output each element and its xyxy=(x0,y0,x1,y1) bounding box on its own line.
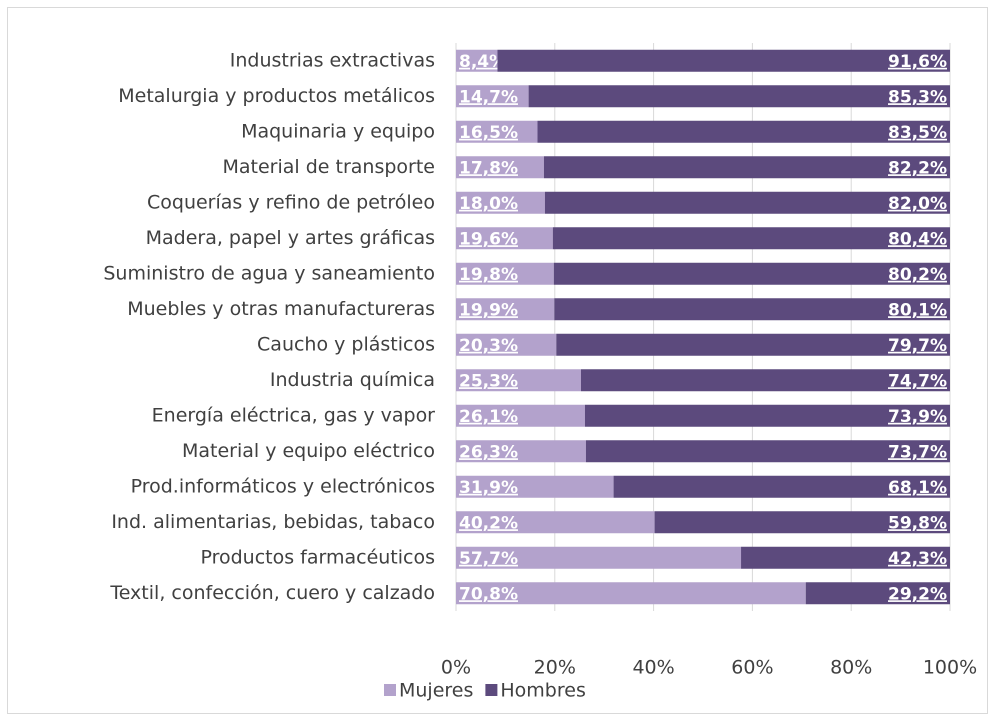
data-label: 14,7% xyxy=(459,87,518,107)
data-label: 80,4% xyxy=(888,229,947,249)
bar-segment xyxy=(805,582,950,605)
bar-segment xyxy=(456,440,586,463)
bar-segment xyxy=(456,298,555,321)
bar-segment xyxy=(456,404,585,427)
data-label: 42,3% xyxy=(888,549,947,569)
category-label: Suministro de agua y saneamiento xyxy=(103,262,435,284)
category-label: Industrias extractivas xyxy=(230,49,435,71)
data-label: 91,6% xyxy=(888,52,947,72)
data-label: 19,6% xyxy=(459,229,518,249)
category-label: Ind. alimentarias, bebidas, tabaco xyxy=(111,511,435,533)
data-label: 83,5% xyxy=(888,123,947,143)
data-label: 79,7% xyxy=(888,336,947,356)
data-label: 73,9% xyxy=(888,407,947,427)
category-label: Muebles y otras manufactureras xyxy=(127,298,435,320)
bar-segment xyxy=(552,227,950,250)
bar-segment xyxy=(456,369,581,392)
data-label: 70,8% xyxy=(459,584,518,604)
bar-segment xyxy=(613,475,950,498)
bar-segment xyxy=(456,262,554,285)
bar-segment xyxy=(456,582,806,605)
bar-segment xyxy=(497,49,950,72)
bar-segment xyxy=(585,440,950,463)
data-label: 74,7% xyxy=(888,371,947,391)
data-label: 31,9% xyxy=(459,478,518,498)
bar-segment xyxy=(456,120,538,143)
data-label: 17,8% xyxy=(459,158,518,178)
bar-segment xyxy=(556,333,950,356)
x-tick-label: 0% xyxy=(441,657,471,679)
bar-segment xyxy=(741,546,950,569)
x-tick-label: 100% xyxy=(923,657,977,679)
data-label: 19,9% xyxy=(459,300,518,320)
data-label: 40,2% xyxy=(459,513,518,533)
x-tick-label: 20% xyxy=(534,657,576,679)
category-label: Productos farmacéuticos xyxy=(200,546,435,568)
bar-segment xyxy=(544,191,950,214)
bar-segment xyxy=(456,156,544,179)
data-label: 16,5% xyxy=(459,123,518,143)
data-label: 18,0% xyxy=(459,194,518,214)
data-label: 85,3% xyxy=(888,87,947,107)
data-label: 29,2% xyxy=(888,584,947,604)
data-label: 19,8% xyxy=(459,265,518,285)
category-label: Madera, papel y artes gráficas xyxy=(146,227,435,249)
data-label: 26,3% xyxy=(459,442,518,462)
category-label: Industria química xyxy=(270,369,435,391)
category-label: Metalurgia y productos metálicos xyxy=(118,85,435,107)
bar-segment xyxy=(553,262,950,285)
data-label: 80,1% xyxy=(888,300,947,320)
legend-swatch xyxy=(384,684,396,696)
bar-segment xyxy=(456,511,655,534)
category-label: Coquerías y refino de petróleo xyxy=(147,191,435,213)
bar-segment xyxy=(537,120,950,143)
category-label: Maquinaria y equipo xyxy=(241,120,435,142)
legend-swatch xyxy=(485,684,498,696)
bar-segment xyxy=(580,369,950,392)
bar-segment xyxy=(528,85,950,108)
bar-segment xyxy=(543,156,950,179)
x-tick-label: 80% xyxy=(830,657,872,679)
x-tick-label: 40% xyxy=(632,657,674,679)
bar-segment xyxy=(584,404,950,427)
legend-label: Mujeres xyxy=(399,680,473,702)
legend-label: Hombres xyxy=(500,680,585,702)
data-label: 59,8% xyxy=(888,513,947,533)
category-label: Material de transporte xyxy=(223,156,436,178)
x-tick-label: 60% xyxy=(731,657,773,679)
data-label: 57,7% xyxy=(459,549,518,569)
bar-segment xyxy=(456,191,545,214)
bar-segment xyxy=(456,475,614,498)
category-label: Material y equipo eléctrico xyxy=(182,440,435,462)
bar-segment xyxy=(456,85,529,108)
data-label: 82,2% xyxy=(888,158,947,178)
data-label: 26,1% xyxy=(459,407,518,427)
chart-border xyxy=(7,7,988,714)
data-label: 8,4% xyxy=(459,52,506,72)
data-label: 73,7% xyxy=(888,442,947,462)
category-label: Textil, confección, cuero y calzado xyxy=(109,582,435,604)
category-label: Energía eléctrica, gas y vapor xyxy=(152,404,436,426)
bar-segment xyxy=(456,546,742,569)
bar-segment xyxy=(554,298,950,321)
bar-segment xyxy=(456,333,557,356)
data-label: 82,0% xyxy=(888,194,947,214)
data-label: 20,3% xyxy=(459,336,518,356)
bar-segment xyxy=(456,49,498,72)
data-label: 25,3% xyxy=(459,371,518,391)
category-label: Prod.informáticos y electrónicos xyxy=(131,475,435,497)
category-label: Caucho y plásticos xyxy=(257,333,435,355)
data-label: 80,2% xyxy=(888,265,947,285)
data-label: 68,1% xyxy=(888,478,947,498)
bar-segment xyxy=(654,511,950,534)
bar-segment xyxy=(456,227,553,250)
